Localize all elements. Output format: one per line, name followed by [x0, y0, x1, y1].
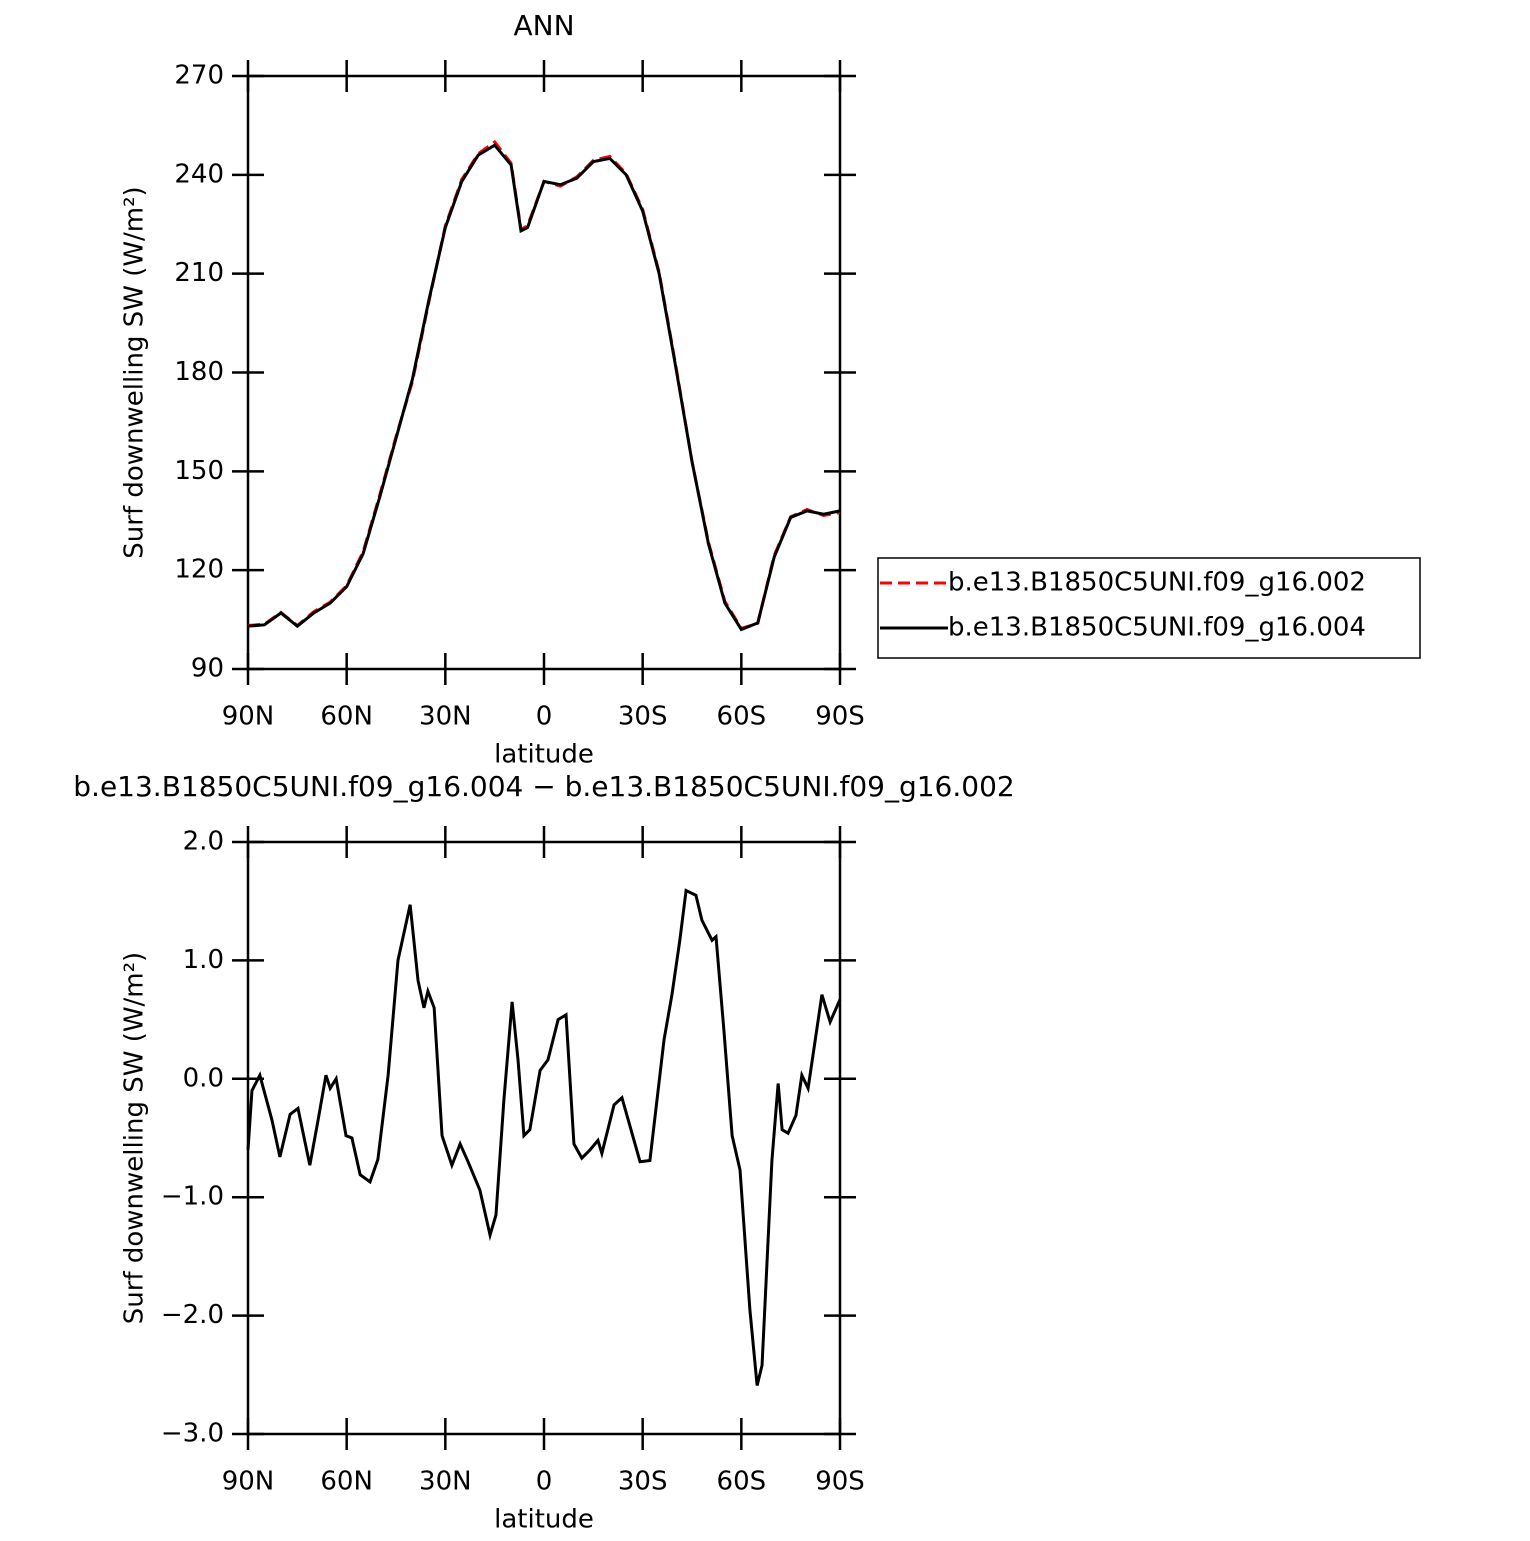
- data-line: [247, 139, 841, 631]
- x-tick-label: 90S: [815, 702, 865, 732]
- y-tick-label: 1.0: [183, 945, 224, 975]
- x-tick-label: 60N: [320, 1467, 373, 1497]
- x-tick-label: 60N: [320, 702, 373, 732]
- x-tick-label: 30S: [618, 1467, 668, 1497]
- y-tick-label: 90: [191, 654, 224, 684]
- y-tick-label: −1.0: [161, 1182, 224, 1212]
- legend-label: b.e13.B1850C5UNI.f09_g16.004: [948, 613, 1366, 643]
- legend-label: b.e13.B1850C5UNI.f09_g16.002: [948, 568, 1366, 598]
- chart-title: b.e13.B1850C5UNI.f09_g16.004 − b.e13.B18…: [73, 770, 1014, 803]
- y-tick-label: 240: [174, 159, 224, 189]
- x-tick-label: 90N: [222, 702, 275, 732]
- y-tick-label: 270: [174, 61, 224, 91]
- x-tick-label: 90N: [222, 1467, 275, 1497]
- chart-title: ANN: [513, 9, 574, 42]
- x-tick-label: 30N: [419, 702, 472, 732]
- x-tick-label: 30S: [618, 702, 668, 732]
- x-tick-label: 60S: [717, 1467, 767, 1497]
- x-tick-label: 0: [536, 702, 553, 732]
- plot-frame: [246, 840, 842, 1436]
- y-tick-label: 150: [174, 456, 224, 486]
- plot-frame: [246, 74, 842, 671]
- x-axis-title: latitude: [494, 1505, 594, 1535]
- y-axis-title: Surf downwelling SW (W/m²): [120, 952, 150, 1324]
- x-axis-title: latitude: [494, 740, 594, 770]
- data-line: [246, 888, 842, 1386]
- y-tick-label: 2.0: [183, 827, 224, 857]
- x-tick-label: 30N: [419, 1467, 472, 1497]
- y-tick-label: 120: [174, 555, 224, 585]
- x-tick-label: 90S: [815, 1467, 865, 1497]
- y-tick-label: −2.0: [161, 1300, 224, 1330]
- y-tick-label: 0.0: [183, 1063, 224, 1093]
- y-tick-label: 210: [174, 258, 224, 288]
- y-tick-label: 180: [174, 357, 224, 387]
- data-line: [247, 143, 841, 632]
- legend-box: [877, 557, 1421, 659]
- x-tick-label: 60S: [717, 702, 767, 732]
- x-tick-label: 0: [536, 1467, 553, 1497]
- y-axis-title: Surf downwelling SW (W/m²): [120, 186, 150, 558]
- y-tick-label: −3.0: [161, 1419, 224, 1449]
